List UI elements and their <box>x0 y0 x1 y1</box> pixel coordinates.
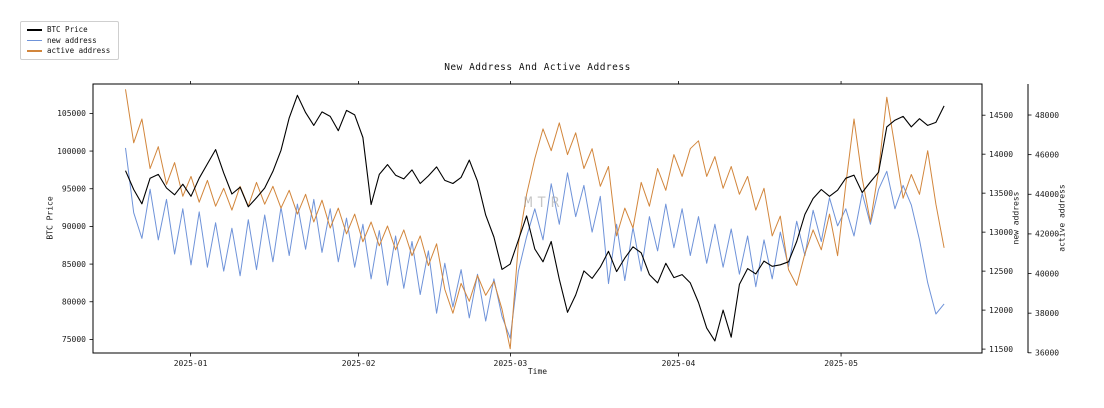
legend-item: new address <box>27 35 110 45</box>
right-axis-active-address-label: active address <box>1057 184 1067 252</box>
series-line-btc-price <box>124 94 945 342</box>
y-tick-label: 95000 <box>62 185 86 194</box>
x-tick-label: 2025-05 <box>824 359 858 368</box>
x-tick-label: 2025-03 <box>494 359 528 368</box>
x-tick-label: 2025-02 <box>342 359 376 368</box>
y-tick-label: 46000 <box>1035 150 1059 159</box>
legend-line-btc-price-icon <box>27 29 42 31</box>
left-axis-label: BTC Price <box>45 196 55 240</box>
legend-label: new address <box>47 35 97 45</box>
y-tick-label: 13500 <box>989 189 1013 198</box>
legend-label: BTC Price <box>47 25 88 34</box>
y-tick-label: 85000 <box>62 260 86 269</box>
y-tick-label: 11500 <box>989 345 1013 354</box>
y-tick-label: 38000 <box>1035 309 1059 318</box>
y-tick-label: 12000 <box>989 306 1013 315</box>
y-tick-label: 105000 <box>57 109 86 118</box>
y-tick-label: 36000 <box>1035 349 1059 358</box>
x-tick-label: 2025-01 <box>174 359 208 368</box>
y-tick-label: 14000 <box>989 150 1013 159</box>
legend-line-active-address-icon <box>27 50 42 52</box>
chart-title: New Address And Active Address <box>444 62 631 73</box>
y-tick-label: 14500 <box>989 111 1013 120</box>
x-axis-label: Time <box>527 367 548 376</box>
series-line-new-address <box>125 147 945 339</box>
y-tick-label: 80000 <box>62 298 86 307</box>
y-tick-label: 75000 <box>62 335 86 344</box>
y-tick-label: 42000 <box>1035 230 1059 239</box>
legend-label: active address <box>47 46 111 55</box>
y-tick-label: 90000 <box>62 222 86 231</box>
legend-line-new-address-icon <box>27 39 42 42</box>
y-tick-label: 12500 <box>989 267 1013 276</box>
watermark: MTR <box>524 195 565 211</box>
y-tick-label: 40000 <box>1035 269 1059 278</box>
right-axis-new-address-label: new address <box>1011 191 1021 245</box>
x-tick-label: 2025-04 <box>662 359 696 368</box>
legend: BTC Price new address active address <box>20 21 120 60</box>
series-line-active-address <box>125 89 945 350</box>
y-tick-label: 48000 <box>1035 111 1059 120</box>
y-tick-label: 13000 <box>989 228 1013 237</box>
legend-item: BTC Price <box>27 26 110 34</box>
plot-border <box>92 83 983 354</box>
y-tick-label: 44000 <box>1035 190 1059 199</box>
y-tick-label: 100000 <box>57 147 86 156</box>
legend-item: active address <box>27 47 110 55</box>
